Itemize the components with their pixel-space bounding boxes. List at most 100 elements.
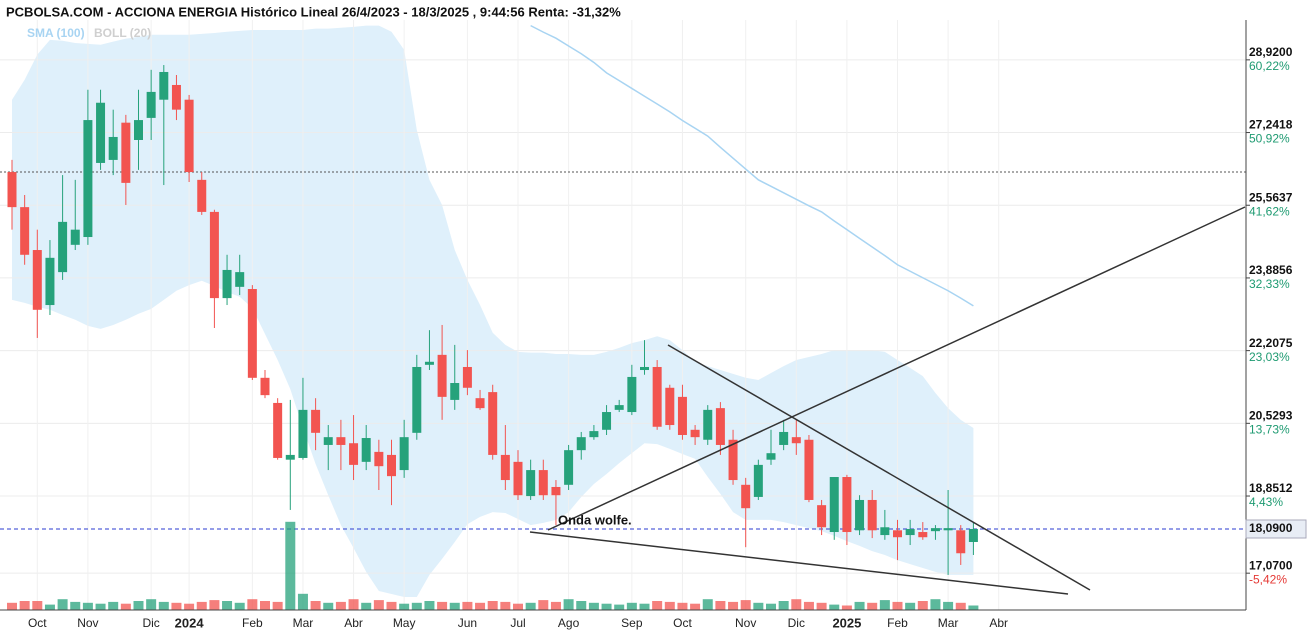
chart-title: PCBOLSA.COM - ACCIONA ENERGIA Histórico …: [6, 4, 621, 19]
candle-body: [83, 120, 93, 238]
volume-bar: [437, 601, 448, 610]
volume-bar: [664, 601, 675, 610]
y-tick-label: 25,5637: [1249, 190, 1293, 204]
x-tick-label: Nov: [735, 616, 756, 630]
y-tick-return: 4,43%: [1249, 495, 1283, 509]
volume-bar: [323, 602, 334, 610]
candle-body: [197, 179, 207, 212]
volume-bar: [209, 600, 220, 610]
candle-body: [703, 409, 713, 440]
x-tick-label: Nov: [77, 616, 98, 630]
candle-body: [361, 438, 371, 462]
x-tick-label: Feb: [242, 616, 263, 630]
annotation: Onda wolfe.: [558, 512, 632, 527]
volume-bar: [955, 602, 966, 610]
volume-bar: [968, 605, 979, 610]
volume-bar: [841, 605, 852, 610]
volume-bar: [500, 601, 511, 610]
volume-bar: [146, 599, 157, 610]
y-tick-label: 28,9200: [1249, 45, 1293, 59]
y-tick-label: 20,5293: [1249, 408, 1293, 422]
volume-bar: [854, 601, 865, 610]
candle-body: [893, 530, 902, 538]
candle-body: [235, 272, 245, 287]
candle-body: [956, 530, 966, 554]
x-tick-label: 2025: [832, 615, 861, 630]
volume-bar: [766, 603, 776, 610]
candle-body: [715, 408, 725, 445]
trend-line: [547, 206, 1246, 531]
volume-bar: [626, 602, 637, 610]
candle-body: [58, 221, 68, 273]
x-tick-label: Feb: [887, 616, 908, 630]
volume-bar: [234, 602, 245, 610]
candle-body: [374, 451, 384, 467]
volume-bar: [601, 603, 612, 610]
volume-bar: [19, 601, 30, 610]
candle-body: [855, 499, 865, 531]
volume-bar: [728, 601, 739, 610]
candle-body: [930, 528, 940, 532]
candle-body: [905, 528, 915, 536]
candle-body: [121, 122, 131, 183]
candle-body: [652, 366, 662, 427]
x-tick-label: Abr: [344, 616, 363, 630]
volume-bar: [424, 601, 435, 610]
volume-bar: [222, 601, 233, 610]
candle-body: [159, 71, 169, 100]
candle-body: [602, 412, 612, 430]
volume-bar: [892, 601, 903, 610]
x-tick-label: May: [393, 616, 416, 630]
candle-body: [791, 437, 801, 444]
volume-bar: [778, 601, 789, 610]
candle-body: [32, 250, 42, 310]
candle-body: [222, 269, 232, 299]
volume-bar: [879, 600, 890, 610]
candle-body: [665, 387, 675, 426]
candle-body: [273, 402, 283, 458]
x-tick-label: Dic: [788, 616, 805, 630]
candle-body: [690, 429, 700, 438]
volume-bar: [639, 603, 650, 610]
volume-bar: [82, 602, 93, 610]
candle-body: [551, 486, 561, 496]
x-tick-label: Oct: [28, 616, 47, 630]
volume-bar: [7, 602, 17, 610]
candle-body: [399, 437, 409, 471]
candle-body: [20, 207, 30, 255]
candle-body: [829, 477, 839, 533]
volume-bar: [386, 601, 397, 610]
volume-bar: [614, 604, 625, 610]
candle-body: [538, 470, 548, 496]
x-tick-label: Mar: [938, 616, 959, 630]
volume-bar: [171, 602, 182, 610]
x-tick-label: 2024: [175, 615, 205, 630]
candle-body: [424, 361, 434, 365]
band-layer: [12, 25, 974, 598]
candle-body: [513, 461, 523, 496]
x-tick-label: Ago: [558, 616, 580, 630]
candle-body: [804, 439, 814, 500]
candle-body: [7, 172, 17, 208]
volume-bar: [361, 602, 372, 610]
candle-body: [134, 120, 143, 140]
candle-body: [500, 454, 510, 481]
x-tick-label: Sep: [621, 616, 643, 630]
last-price-label: 18,0900: [1249, 521, 1293, 535]
volume-bar: [943, 601, 954, 610]
volume-bar: [753, 602, 764, 610]
candle-body: [640, 366, 649, 371]
volume-bar: [791, 599, 802, 610]
y-tick-label: 17,0700: [1249, 558, 1293, 572]
candle-body: [753, 464, 763, 497]
volume-bar: [525, 602, 536, 610]
candle-body: [564, 450, 574, 485]
volume-bar: [740, 600, 751, 610]
candle-body: [867, 499, 877, 531]
candle-body: [817, 505, 827, 528]
candle-body: [209, 211, 219, 299]
volume-bar: [44, 604, 55, 610]
y-tick-return: 60,22%: [1249, 59, 1290, 73]
volume-bar: [462, 601, 473, 610]
volume-bar: [690, 603, 701, 610]
